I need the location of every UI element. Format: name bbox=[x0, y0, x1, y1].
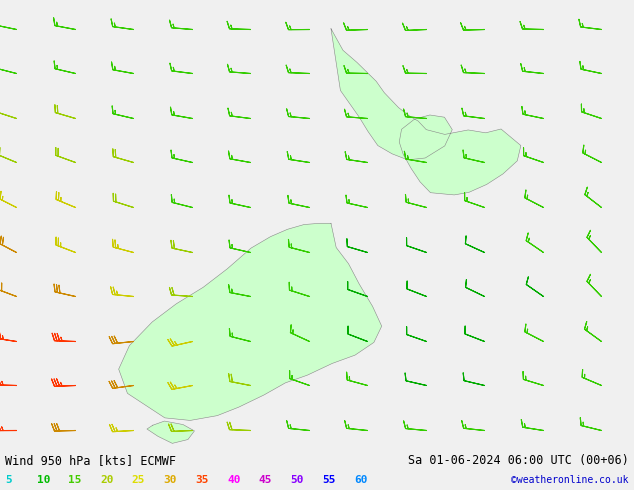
Text: 20: 20 bbox=[100, 475, 113, 485]
Text: ©weatheronline.co.uk: ©weatheronline.co.uk bbox=[512, 475, 629, 485]
Text: 60: 60 bbox=[354, 475, 367, 485]
Text: 40: 40 bbox=[227, 475, 240, 485]
Text: 35: 35 bbox=[195, 475, 209, 485]
Text: 55: 55 bbox=[322, 475, 335, 485]
Text: 5: 5 bbox=[5, 475, 12, 485]
Text: Wind 950 hPa [kts] ECMWF: Wind 950 hPa [kts] ECMWF bbox=[5, 454, 176, 467]
Text: 10: 10 bbox=[37, 475, 50, 485]
Polygon shape bbox=[147, 421, 195, 443]
Text: 25: 25 bbox=[132, 475, 145, 485]
Text: 15: 15 bbox=[68, 475, 82, 485]
Text: 50: 50 bbox=[290, 475, 304, 485]
Polygon shape bbox=[119, 223, 382, 420]
Text: 30: 30 bbox=[164, 475, 177, 485]
Text: 45: 45 bbox=[259, 475, 272, 485]
Text: Sa 01-06-2024 06:00 UTC (00+06): Sa 01-06-2024 06:00 UTC (00+06) bbox=[408, 454, 629, 467]
Polygon shape bbox=[331, 29, 521, 195]
